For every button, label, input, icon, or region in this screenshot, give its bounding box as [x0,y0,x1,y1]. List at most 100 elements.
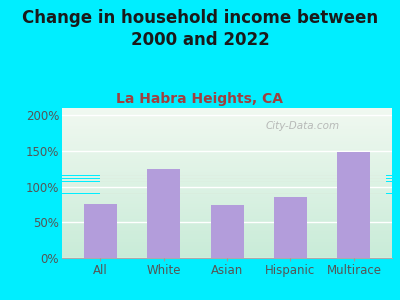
Bar [62,238,392,240]
Bar [62,220,392,222]
Bar [62,228,392,230]
Bar [62,152,392,153]
Bar [62,255,392,256]
Bar [62,147,392,148]
Bar [84,204,116,258]
Bar [274,197,307,258]
Bar [62,190,392,192]
Bar [62,254,392,255]
Bar [62,177,392,178]
Bar [62,216,392,218]
Bar [84,204,116,258]
Bar [62,198,392,200]
Bar [62,135,392,136]
Bar [147,169,180,258]
Bar [62,202,392,204]
Bar [62,230,392,231]
Bar [62,164,392,165]
Bar [62,183,392,184]
Bar [62,240,392,242]
Bar [62,188,392,189]
Bar [62,210,392,212]
Bar [62,162,392,164]
Text: Change in household income between
2000 and 2022: Change in household income between 2000 … [22,9,378,49]
Bar [62,142,392,144]
Bar [62,219,392,220]
Bar [62,108,392,110]
Bar [62,256,392,258]
Bar [62,249,392,250]
Bar [62,129,392,130]
Bar [62,138,392,140]
Bar [274,197,307,258]
Bar [62,154,392,156]
Bar [62,165,392,166]
Bar [62,189,392,190]
Bar [338,152,370,258]
Bar [62,222,392,224]
Bar [62,128,392,129]
Text: City-Data.com: City-Data.com [266,121,340,131]
Bar [62,243,392,244]
Bar [62,116,392,117]
Bar [62,159,392,160]
Bar [147,169,180,258]
Bar [62,234,392,236]
Bar [62,204,392,206]
Bar [62,158,392,159]
Bar [62,192,392,194]
Bar [62,232,392,234]
Bar [62,252,392,254]
Bar [62,246,392,247]
Bar [62,153,392,154]
Bar [210,205,244,258]
Bar [62,124,392,126]
Bar [62,174,392,176]
Bar [62,186,392,188]
Bar [62,144,392,146]
Text: La Habra Heights, CA: La Habra Heights, CA [116,92,284,106]
Bar [62,207,392,208]
Bar [62,146,392,147]
Bar [62,171,392,172]
Bar [62,132,392,134]
Bar [62,112,392,114]
Bar [62,140,392,141]
Bar [62,156,392,158]
Bar [62,117,392,118]
Bar [84,204,116,258]
Bar [62,200,392,201]
Bar [62,225,392,226]
Bar [62,224,392,225]
Bar [62,213,392,214]
Bar [62,180,392,182]
Bar [62,250,392,252]
Bar [62,126,392,128]
Bar [62,123,392,124]
Bar [62,120,392,122]
Bar [62,218,392,219]
Bar [210,205,244,258]
Bar [62,206,392,207]
Bar [338,152,370,258]
Bar [62,214,392,216]
Bar [62,136,392,138]
Bar [62,248,392,249]
Bar [338,152,370,258]
Bar [210,205,244,258]
Bar [62,169,392,171]
Bar [62,172,392,174]
Bar [62,237,392,238]
Bar [62,194,392,195]
Bar [62,160,392,162]
Bar [62,182,392,183]
Bar [62,184,392,186]
Bar [62,196,392,198]
Bar [62,208,392,210]
Bar [62,110,392,111]
Bar [62,114,392,116]
Bar [62,148,392,150]
Bar [62,231,392,232]
Bar [62,244,392,246]
Bar [62,130,392,132]
